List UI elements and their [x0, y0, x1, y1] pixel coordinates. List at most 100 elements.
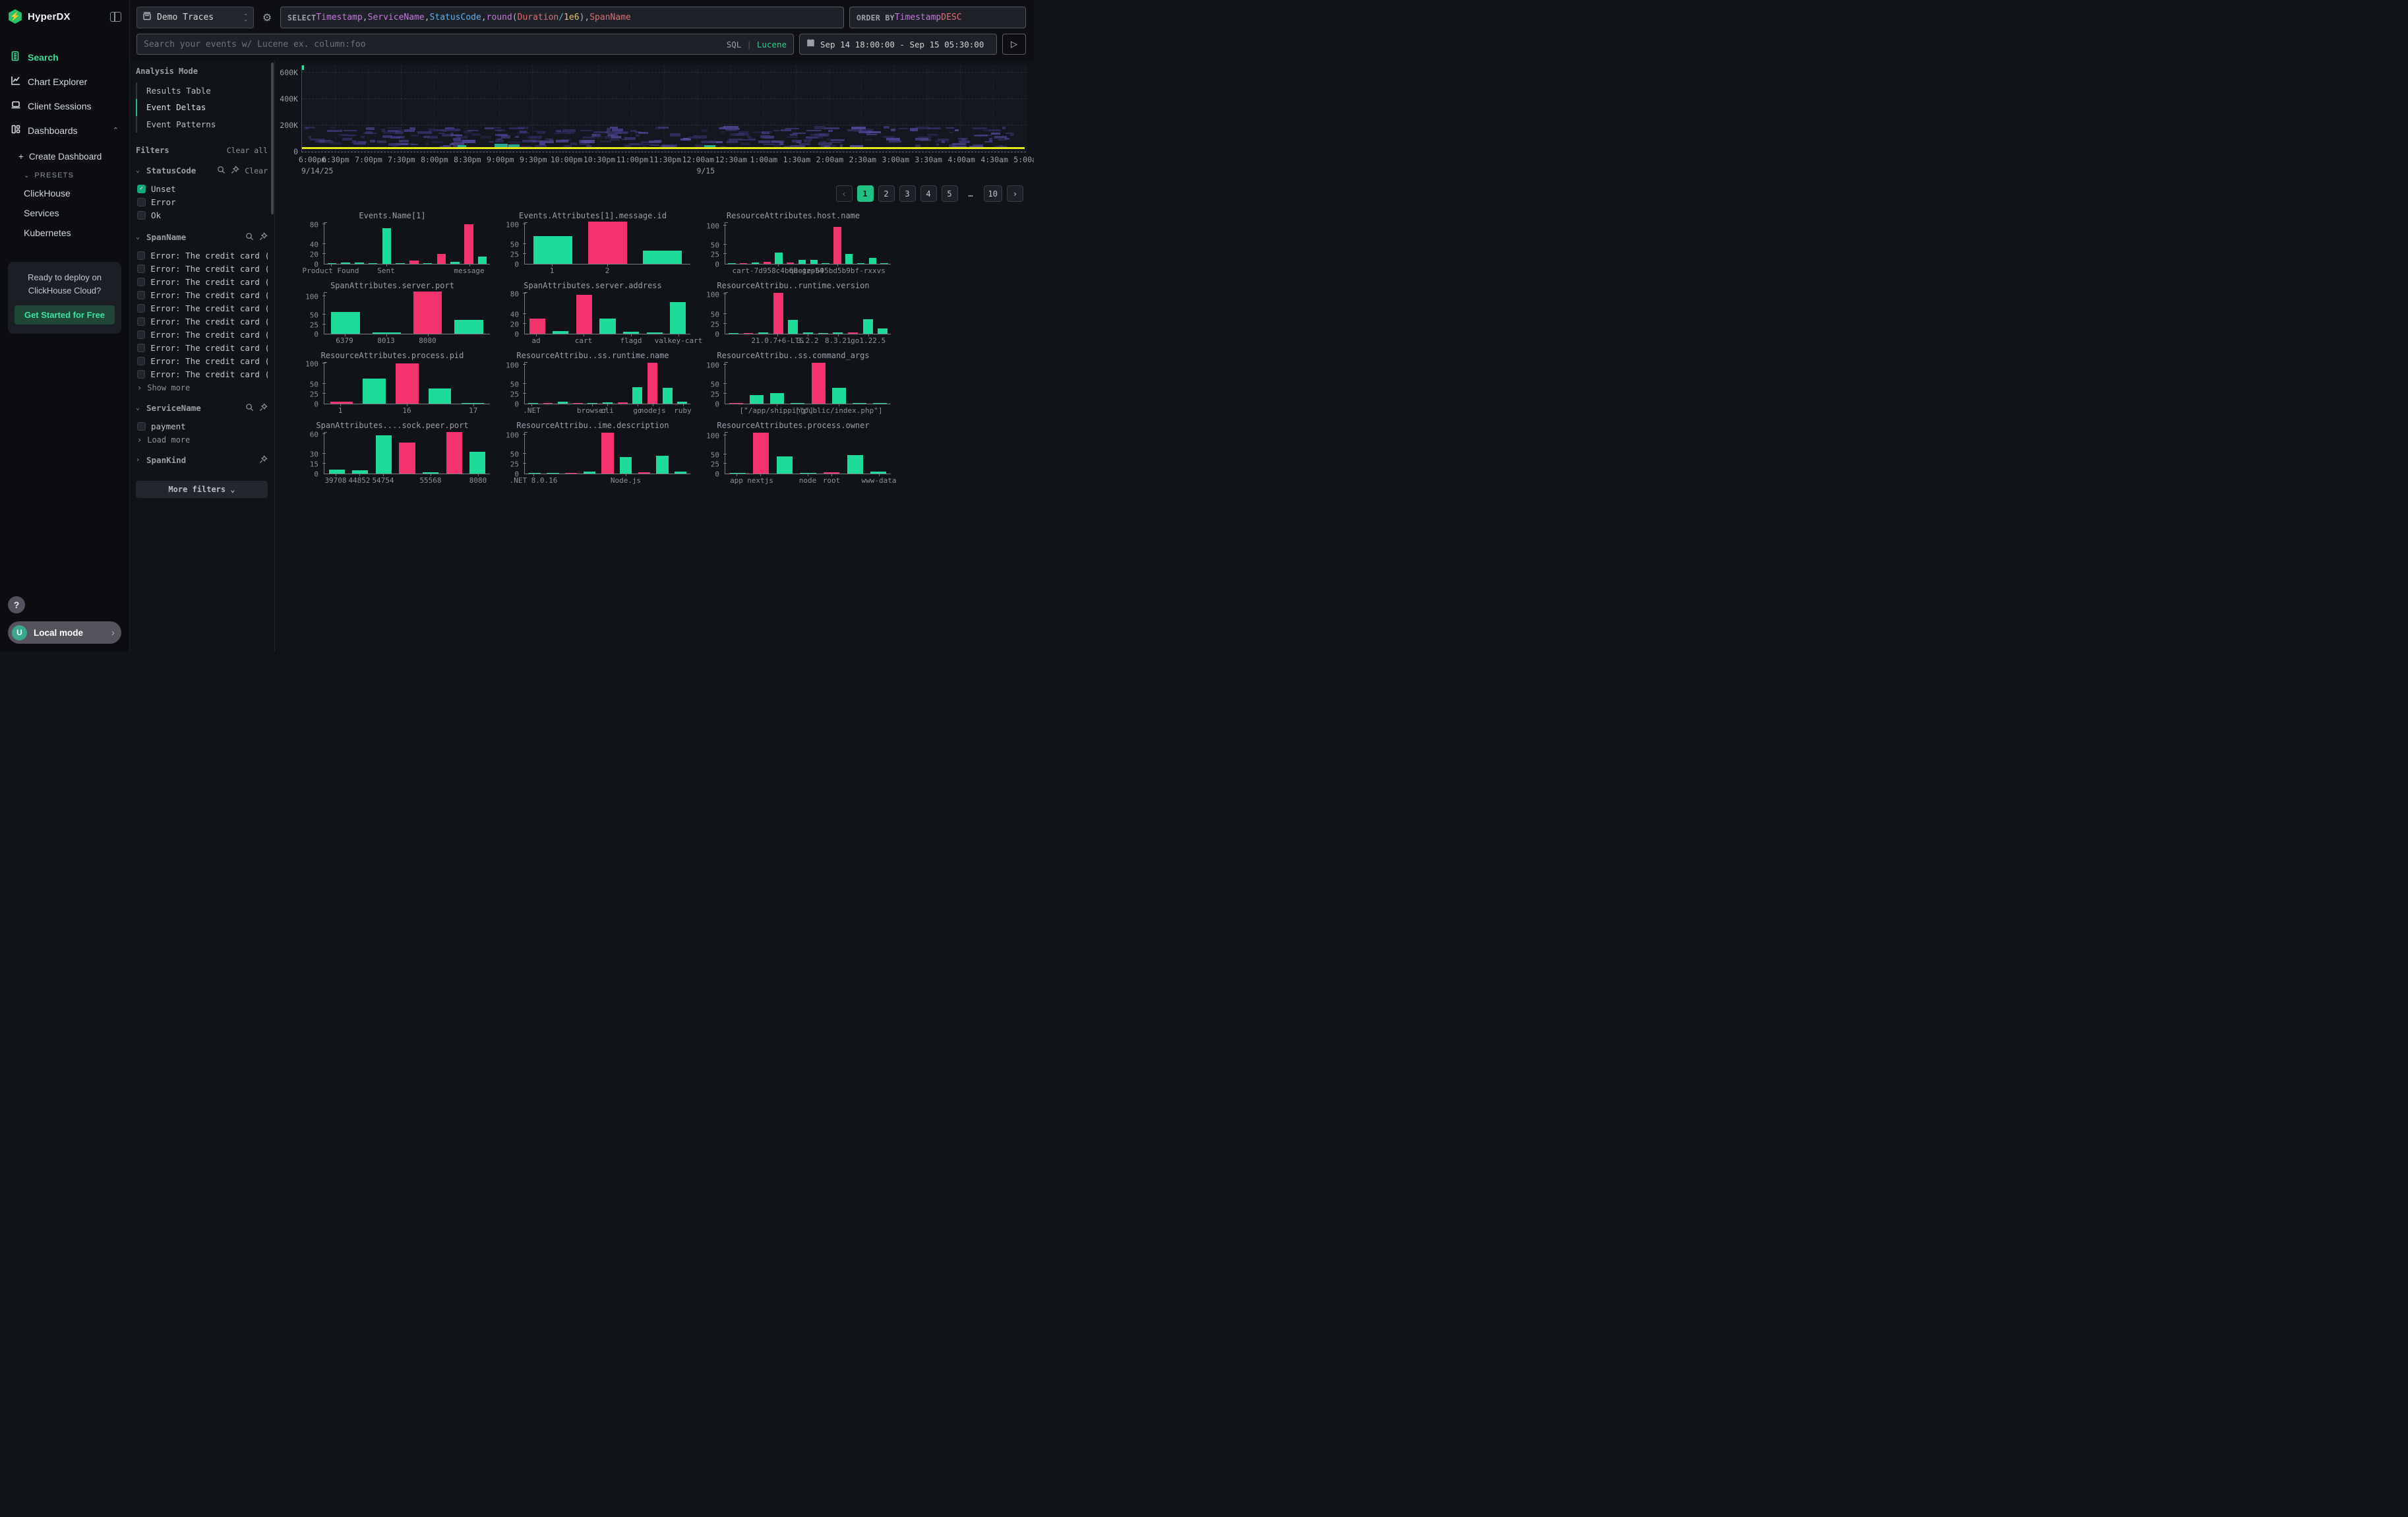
gridline	[302, 98, 1026, 99]
clear-all-filters-button[interactable]: Clear all	[226, 146, 268, 156]
select-query-input[interactable]: SELECT Timestamp, ServiceName, StatusCod…	[280, 7, 844, 28]
filter-option[interactable]: Error: The credit card (…	[136, 262, 268, 275]
sidebar-item-client-sessions[interactable]: Client Sessions	[8, 95, 121, 117]
search-icon[interactable]	[217, 164, 226, 177]
sidebar-collapse-icon[interactable]	[110, 11, 121, 22]
heat-cell	[657, 126, 669, 129]
page-button-5[interactable]: 5	[941, 185, 958, 202]
chevron-up-icon[interactable]: ⌃	[112, 127, 119, 135]
checkbox[interactable]	[137, 264, 146, 273]
heat-cell	[593, 131, 608, 134]
date-range-value: Sep 14 18:00:00 - Sep 15 05:30:00	[820, 39, 984, 49]
pin-icon[interactable]	[259, 231, 268, 243]
filter-option[interactable]: Error: The credit card (…	[136, 315, 268, 328]
sidebar-item-services[interactable]: Services	[24, 208, 59, 218]
filters-heading: Filters	[136, 146, 169, 156]
filter-option[interactable]: Error: The credit card (…	[136, 328, 268, 341]
checkbox[interactable]	[137, 343, 146, 352]
lucene-toggle[interactable]: Lucene	[756, 39, 787, 49]
filter-option[interactable]: Error: The credit card (…	[136, 288, 268, 301]
search-icon[interactable]	[245, 402, 254, 414]
orderby-input[interactable]: ORDER BY Timestamp DESC	[849, 7, 1026, 28]
sidebar-item-search[interactable]: Search	[8, 46, 121, 68]
checkbox[interactable]	[137, 251, 146, 260]
sidebar-item-chart-explorer[interactable]: Chart Explorer	[8, 71, 121, 92]
bar-green	[818, 332, 828, 334]
heat-cell	[342, 134, 356, 137]
chevron-right-icon[interactable]: ›	[136, 456, 140, 464]
filter-option[interactable]: Error	[136, 195, 268, 208]
pin-icon[interactable]	[259, 402, 268, 414]
page-button-3[interactable]: 3	[899, 185, 916, 202]
sidebar-item-clickhouse[interactable]: ClickHouse	[24, 188, 71, 199]
load-more-button[interactable]: › Load more	[137, 435, 191, 445]
filters-panel: Analysis Mode Results Table Event Deltas E…	[130, 60, 275, 652]
heat-cell	[984, 140, 992, 143]
page-button-4[interactable]: 4	[920, 185, 937, 202]
y-tick-label: 0	[715, 330, 719, 339]
next-page-button[interactable]: ›	[1007, 185, 1023, 202]
page-button-1[interactable]: 1	[857, 185, 874, 202]
filter-option[interactable]: ✓ Unset	[136, 182, 268, 195]
filter-option[interactable]: Ok	[136, 208, 268, 222]
filter-group-name[interactable]: SpanKind	[146, 455, 187, 466]
checkbox[interactable]	[137, 330, 146, 339]
checkbox[interactable]	[137, 290, 146, 299]
scrollbar-thumb[interactable]	[271, 63, 274, 214]
search-icon[interactable]	[245, 231, 254, 243]
source-select[interactable]: Demo Traces ⌃ ⌄	[136, 7, 254, 28]
account-menu[interactable]: U Local mode ›	[8, 621, 121, 644]
checkbox[interactable]	[137, 317, 146, 326]
filter-option[interactable]: Error: The credit card (…	[136, 249, 268, 262]
help-button[interactable]: ?	[8, 596, 25, 613]
checkbox[interactable]	[137, 277, 146, 286]
checkbox[interactable]	[137, 421, 146, 431]
checkbox[interactable]: ✓	[137, 184, 146, 193]
bar-green	[375, 435, 392, 474]
chevron-down-icon[interactable]: ⌄	[136, 233, 140, 241]
more-filters-button[interactable]: More filters ⌄	[136, 481, 268, 499]
bar-slot	[435, 222, 448, 264]
create-dashboard-button[interactable]: + Create Dashboard	[8, 148, 121, 166]
checkbox[interactable]	[137, 356, 146, 365]
x-tick-label: 16	[402, 406, 411, 415]
presets-toggle[interactable]: ⌄ PRESETS	[8, 167, 121, 183]
chevron-down-icon[interactable]: ⌄	[136, 167, 140, 175]
checkbox[interactable]	[137, 210, 146, 220]
checkbox[interactable]	[137, 369, 146, 379]
heat-cell	[653, 140, 663, 143]
analysis-mode-results-table[interactable]: Results Table	[136, 82, 268, 100]
chevron-down-icon[interactable]: ⌄	[136, 404, 140, 412]
filter-group-name[interactable]: StatusCode	[146, 166, 196, 176]
gear-icon[interactable]: ⚙	[262, 12, 272, 24]
prev-page-button[interactable]: ‹	[835, 185, 853, 202]
get-started-button[interactable]: Get Started for Free	[15, 305, 115, 325]
bar-slot	[630, 362, 644, 404]
analysis-mode-event-patterns[interactable]: Event Patterns	[136, 115, 268, 133]
filter-group-name[interactable]: ServiceName	[146, 403, 201, 414]
search-input[interactable]	[144, 39, 727, 49]
pin-icon[interactable]	[259, 454, 268, 466]
date-range-picker[interactable]: Sep 14 18:00:00 - Sep 15 05:30:00	[799, 34, 997, 55]
filter-option[interactable]: payment	[136, 419, 268, 433]
filter-option[interactable]: Error: The credit card (…	[136, 354, 268, 367]
page-button-2[interactable]: 2	[878, 185, 895, 202]
sidebar-item-kubernetes[interactable]: Kubernetes	[24, 228, 71, 238]
filter-group-name[interactable]: SpanName	[146, 232, 187, 243]
checkbox[interactable]	[137, 303, 146, 313]
checkbox[interactable]	[137, 197, 146, 206]
run-query-button[interactable]: ▷	[1002, 34, 1026, 55]
filter-option[interactable]: Error: The credit card (…	[136, 275, 268, 288]
timeline-plot[interactable]: 600K 400K 200K 0	[280, 65, 1027, 156]
filter-option[interactable]: Error: The credit card (…	[136, 301, 268, 315]
pin-icon[interactable]	[231, 164, 240, 177]
filter-option[interactable]: Error: The credit card (…	[136, 367, 268, 381]
page-button-10[interactable]: 10	[983, 185, 1002, 202]
analysis-mode-event-deltas[interactable]: Event Deltas	[136, 99, 268, 116]
bars	[727, 222, 889, 264]
clear-filter-button[interactable]: Clear	[245, 166, 268, 175]
filter-option[interactable]: Error: The credit card (…	[136, 341, 268, 354]
sql-toggle[interactable]: SQL	[726, 39, 742, 49]
sidebar-item-dashboards[interactable]: Dashboards ⌃	[8, 119, 121, 141]
show-more-button[interactable]: › Show more	[137, 383, 191, 393]
